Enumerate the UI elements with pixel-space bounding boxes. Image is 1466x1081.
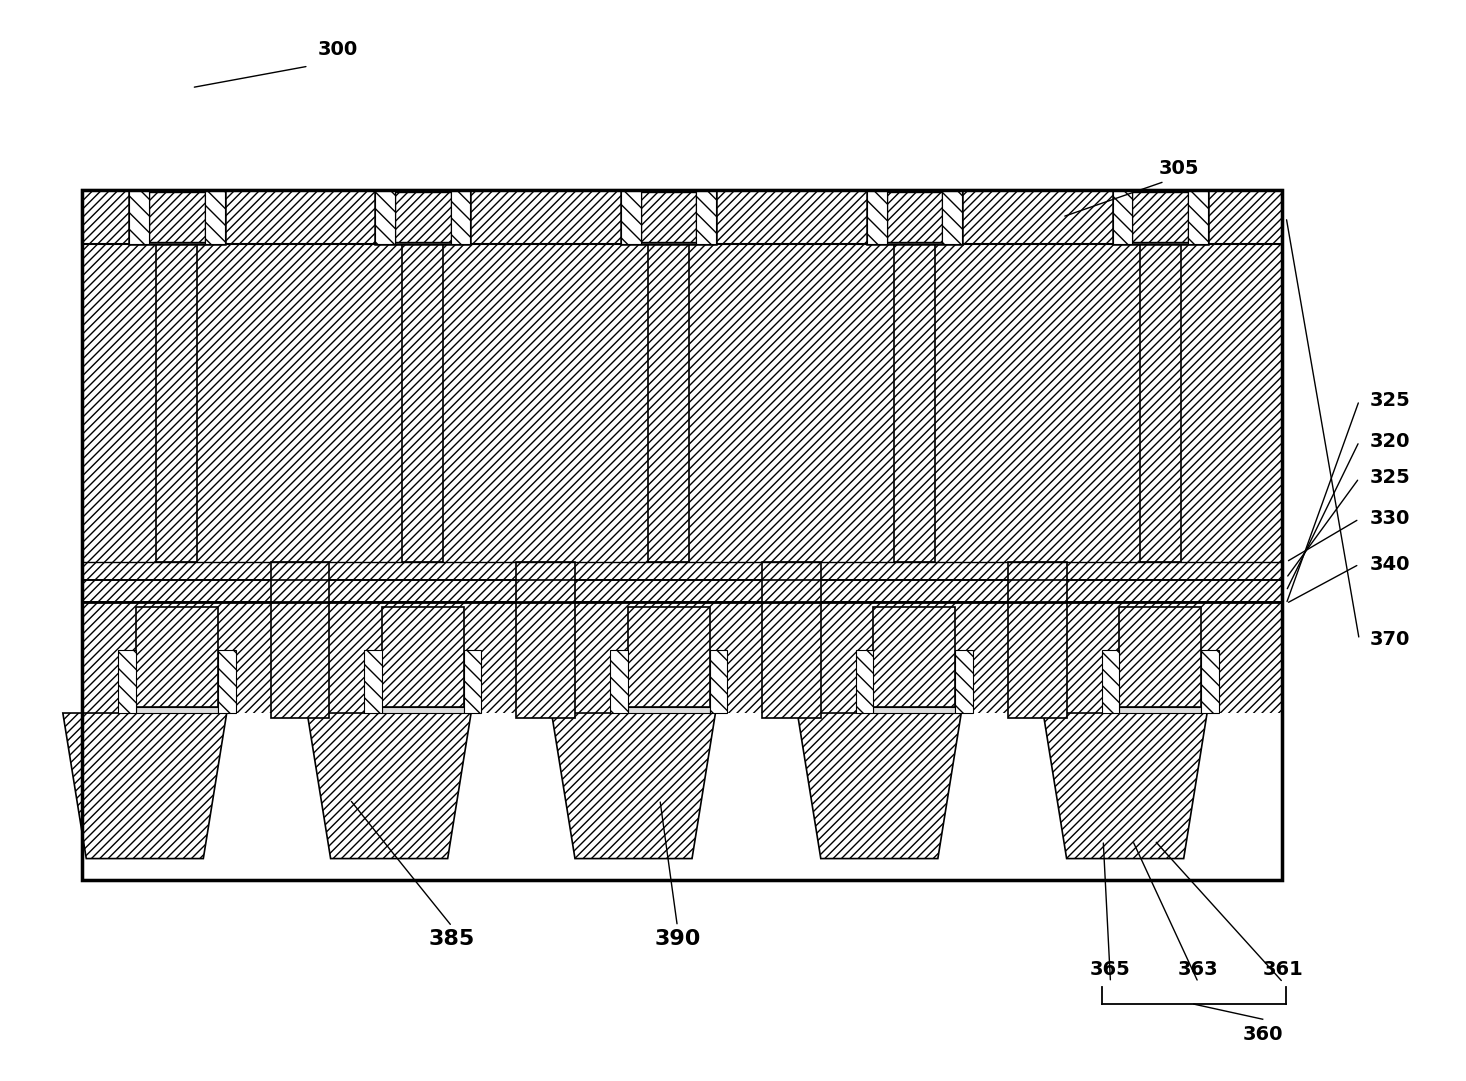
Bar [394, 192, 450, 242]
Bar [82, 190, 1281, 244]
Bar [450, 190, 471, 244]
Polygon shape [798, 713, 962, 858]
Text: 330: 330 [1369, 509, 1410, 529]
Bar [1132, 192, 1187, 242]
Bar [627, 707, 710, 713]
Bar [1201, 650, 1218, 713]
Bar [1139, 244, 1180, 562]
Bar [402, 244, 443, 562]
Bar [1113, 190, 1132, 244]
Text: 325: 325 [1369, 468, 1410, 488]
Bar [157, 244, 198, 562]
Bar [887, 192, 943, 242]
Bar [894, 244, 935, 562]
Bar [205, 190, 224, 244]
Bar [622, 190, 717, 244]
Bar [218, 650, 236, 713]
Text: 305: 305 [1160, 159, 1199, 178]
Text: 320: 320 [1369, 431, 1410, 451]
Text: 340: 340 [1369, 555, 1410, 574]
Bar [874, 608, 956, 707]
Bar [622, 190, 641, 244]
Bar [1119, 608, 1201, 707]
Polygon shape [1044, 713, 1207, 858]
Bar [1102, 650, 1119, 713]
Bar [150, 192, 205, 242]
Polygon shape [308, 713, 471, 858]
Bar [119, 650, 136, 713]
Bar [648, 244, 689, 562]
Bar [271, 562, 330, 719]
Bar [375, 190, 394, 244]
Bar [136, 707, 218, 713]
Bar [381, 608, 463, 707]
Bar [364, 650, 381, 713]
Text: 300: 300 [318, 40, 358, 59]
Bar [1187, 190, 1208, 244]
Polygon shape [551, 713, 715, 858]
Bar [82, 580, 1281, 602]
Bar [710, 650, 727, 713]
Bar [956, 650, 973, 713]
Bar [866, 190, 887, 244]
Text: 370: 370 [1369, 630, 1410, 650]
Bar [610, 650, 627, 713]
Bar [1119, 707, 1201, 713]
Bar [129, 190, 224, 244]
Bar [856, 650, 874, 713]
Bar [82, 190, 1281, 880]
Bar [866, 190, 962, 244]
Text: 363: 363 [1179, 960, 1218, 979]
Bar [82, 190, 1281, 880]
Bar [943, 190, 962, 244]
Bar [1113, 190, 1208, 244]
Bar [516, 562, 575, 719]
Bar [136, 608, 218, 707]
Bar [129, 190, 150, 244]
Text: 390: 390 [654, 930, 701, 949]
Bar [762, 562, 821, 719]
Bar [82, 244, 1281, 713]
Text: 365: 365 [1091, 960, 1130, 979]
Polygon shape [63, 713, 227, 858]
Text: 325: 325 [1369, 391, 1410, 410]
Bar [641, 192, 696, 242]
Bar [627, 608, 710, 707]
Bar [874, 707, 956, 713]
Text: 361: 361 [1262, 960, 1303, 979]
Bar [381, 707, 463, 713]
Bar [463, 650, 481, 713]
Text: 360: 360 [1243, 1025, 1283, 1044]
Bar [1009, 562, 1067, 719]
Bar [696, 190, 717, 244]
Text: 385: 385 [430, 930, 475, 949]
Bar [375, 190, 471, 244]
